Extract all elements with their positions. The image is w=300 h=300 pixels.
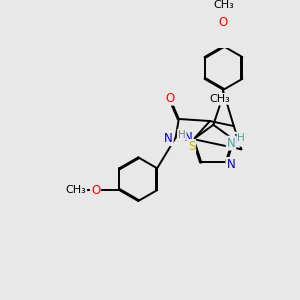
Text: N: N xyxy=(226,136,236,150)
Text: S: S xyxy=(188,140,195,153)
Text: CH₃: CH₃ xyxy=(65,185,86,195)
Text: O: O xyxy=(91,184,100,196)
Text: N: N xyxy=(234,133,243,146)
Text: O: O xyxy=(219,16,228,29)
Text: N: N xyxy=(226,158,235,171)
Text: CH₃: CH₃ xyxy=(209,94,230,104)
Text: H: H xyxy=(238,133,245,143)
Text: O: O xyxy=(166,92,175,105)
Text: H: H xyxy=(178,130,186,140)
Text: CH₃: CH₃ xyxy=(213,0,234,10)
Text: N: N xyxy=(164,132,173,145)
Text: N: N xyxy=(184,130,193,144)
